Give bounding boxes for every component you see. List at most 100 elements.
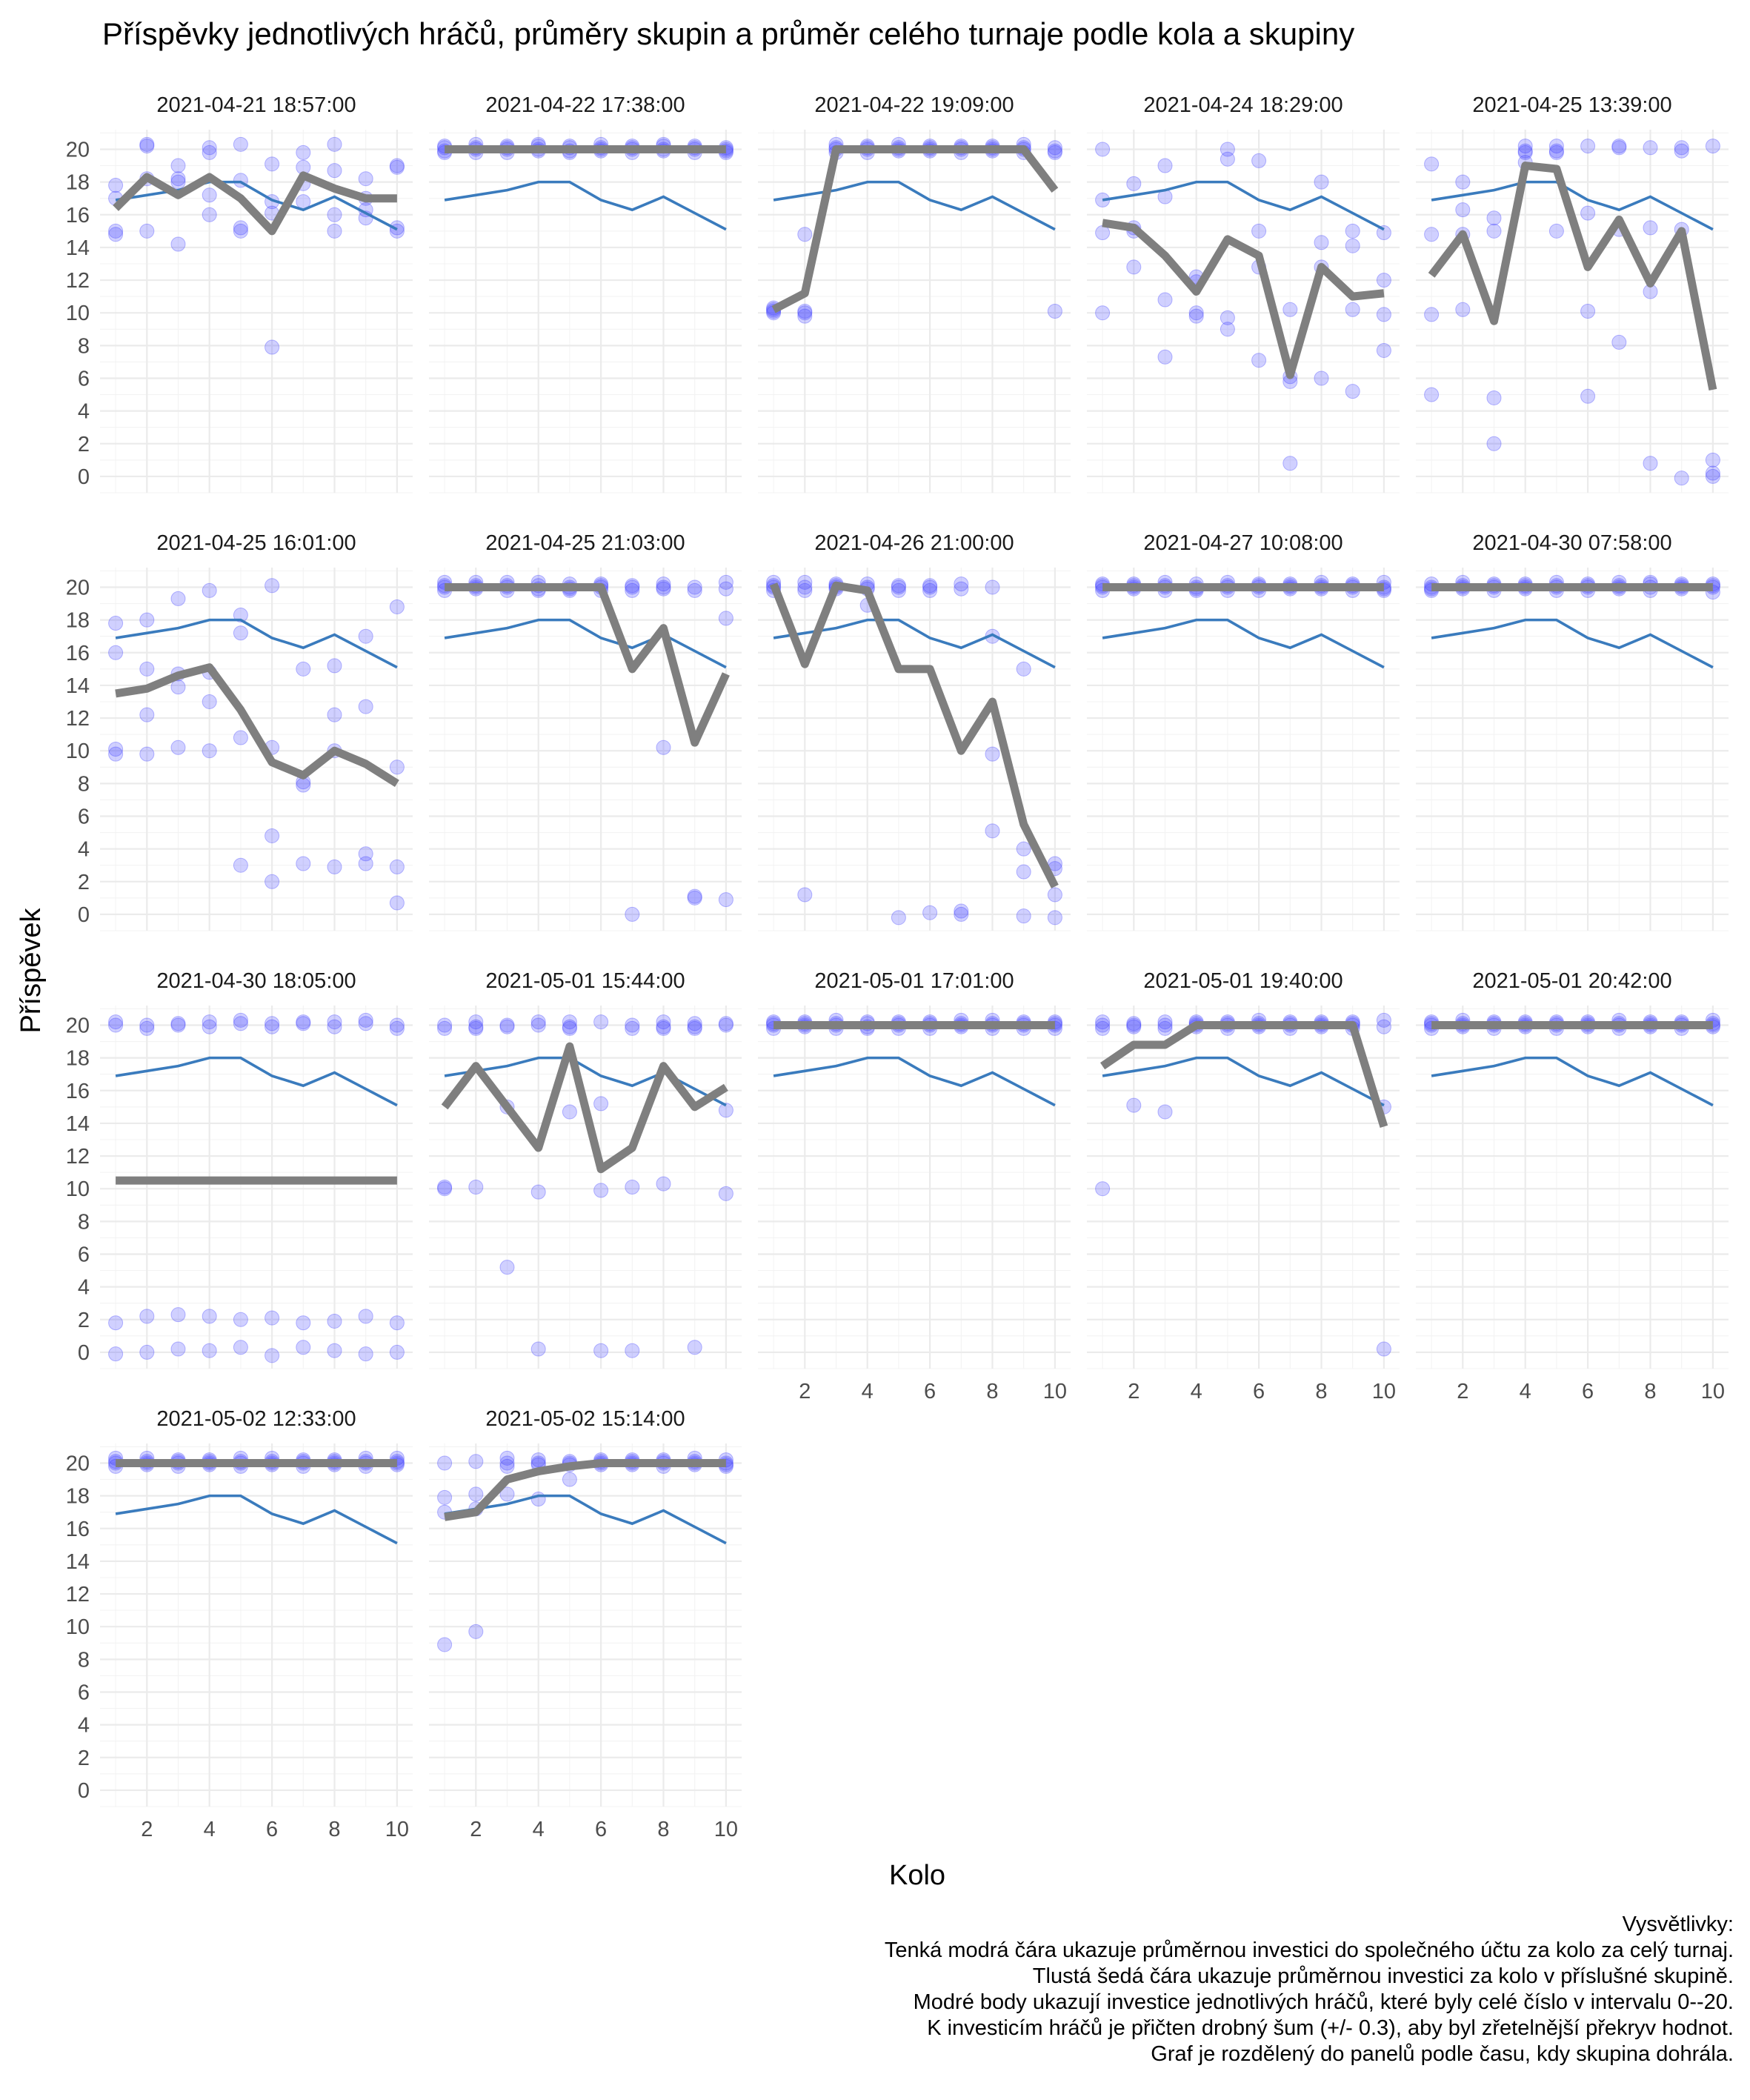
- player-point: [593, 1096, 609, 1112]
- overall-mean-line: [444, 1494, 727, 1545]
- player-point: [389, 859, 405, 874]
- player-point: [593, 1183, 609, 1198]
- player-point: [1095, 1014, 1111, 1030]
- player-point: [202, 207, 217, 222]
- player-point: [1517, 143, 1533, 159]
- player-point: [530, 1492, 546, 1507]
- player-point: [170, 236, 186, 252]
- panel-strip-label: 2021-04-25 13:39:00: [1472, 93, 1671, 117]
- player-point: [922, 578, 938, 594]
- player-point: [1016, 908, 1031, 924]
- y-tick-label: 14: [66, 1550, 90, 1574]
- group-mean-line: [444, 1458, 726, 1521]
- player-point: [108, 746, 124, 762]
- chart-title: Příspěvky jednotlivých hráčů, průměry sk…: [102, 16, 1354, 51]
- group-mean-line: [1428, 162, 1717, 391]
- player-point: [797, 582, 813, 598]
- player-point: [1517, 139, 1533, 154]
- y-tick-label: 14: [66, 674, 90, 698]
- player-point: [170, 1016, 186, 1031]
- player-point: [265, 1016, 280, 1031]
- player-point: [468, 1486, 484, 1502]
- player-point: [625, 578, 640, 594]
- player-point: [625, 1343, 640, 1358]
- y-tick-label: 8: [78, 1210, 90, 1234]
- panel-strip-label: 2021-04-25 21:03:00: [485, 531, 685, 555]
- player-point: [233, 220, 248, 236]
- panel-strip-label: 2021-05-01 17:01:00: [814, 969, 1014, 993]
- player-point: [233, 857, 248, 873]
- player-point: [389, 1315, 405, 1331]
- player-point: [1674, 471, 1689, 486]
- player-point: [922, 905, 938, 920]
- player-point: [1157, 1020, 1173, 1036]
- y-tick-label: 6: [78, 1681, 90, 1704]
- player-point: [1705, 139, 1720, 154]
- player-point: [389, 1020, 405, 1036]
- y-tick-label: 16: [66, 642, 90, 665]
- player-point: [1047, 887, 1062, 903]
- player-point: [358, 1016, 373, 1031]
- player-point: [530, 1184, 546, 1200]
- player-point: [1157, 158, 1173, 173]
- player-point: [1188, 305, 1204, 321]
- player-point: [139, 223, 155, 239]
- panel: 2021-05-02 15:14:00 2 4 6 8 10: [429, 1407, 742, 1841]
- player-point: [296, 1340, 311, 1355]
- player-point: [265, 1019, 280, 1034]
- group-mean-line: [771, 144, 1059, 313]
- y-tick-label: 20: [66, 1014, 90, 1037]
- player-point: [499, 1458, 515, 1474]
- player-point: [265, 874, 280, 889]
- player-point: [1157, 1017, 1173, 1033]
- y-tick-label: 8: [78, 772, 90, 796]
- player-point: [718, 1186, 733, 1201]
- player-point: [718, 581, 733, 597]
- player-point: [389, 1017, 405, 1033]
- player-point: [687, 1340, 702, 1355]
- overall-mean-line: [773, 180, 1056, 231]
- player-point: [954, 576, 969, 592]
- player-point: [499, 1017, 515, 1033]
- player-point: [593, 1014, 609, 1030]
- player-point: [656, 1176, 671, 1192]
- player-point: [139, 136, 155, 152]
- group-mean-line: [113, 171, 397, 236]
- player-point: [296, 144, 311, 160]
- player-point: [389, 1344, 405, 1360]
- player-point: [1095, 1017, 1111, 1033]
- overall-mean-line: [115, 1494, 398, 1545]
- player-point: [202, 694, 217, 709]
- player-point: [530, 1341, 546, 1357]
- player-point: [437, 1180, 453, 1194]
- player-point: [1705, 465, 1720, 481]
- panel-strip-label: 2021-05-02 12:33:00: [156, 1407, 356, 1431]
- player-point: [1345, 223, 1360, 239]
- player-point: [687, 890, 702, 906]
- x-tick-label: 6: [266, 1818, 278, 1841]
- y-tick-label: 12: [66, 1145, 90, 1169]
- player-point: [233, 625, 248, 641]
- player-point: [327, 223, 342, 239]
- y-axis-label: Příspěvek: [16, 908, 47, 1034]
- player-point: [1455, 302, 1471, 317]
- player-point: [1345, 384, 1360, 399]
- overall-mean-line: [115, 618, 398, 669]
- player-point: [108, 1346, 124, 1362]
- player-point: [389, 158, 405, 173]
- player-point: [139, 1344, 155, 1360]
- player-point: [1016, 841, 1031, 857]
- player-point: [202, 1343, 217, 1358]
- player-point: [891, 910, 906, 926]
- player-point: [718, 1017, 733, 1033]
- player-point: [468, 1454, 484, 1469]
- caption-line: K investicím hráčů je přičten drobný šum…: [927, 2016, 1734, 2040]
- player-point: [1486, 436, 1502, 451]
- player-point: [1047, 143, 1062, 159]
- player-point: [296, 1016, 311, 1031]
- y-tick-label: 0: [78, 1779, 90, 1803]
- player-point: [1424, 156, 1440, 172]
- player-point: [1345, 302, 1360, 317]
- player-point: [499, 1260, 515, 1275]
- caption: Vysvětlivky:Tenká modrá čára ukazuje prů…: [885, 1913, 1734, 2066]
